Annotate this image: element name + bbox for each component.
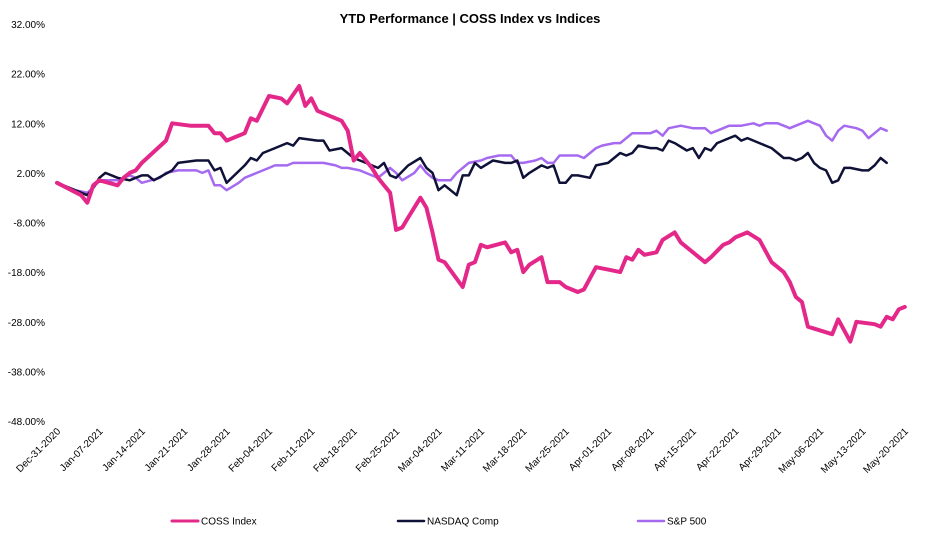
legend-label: NASDAQ Comp [427,517,499,528]
x-tick-label: Jan-21-2021 [143,426,191,474]
x-tick-label: Dec-31-2020 [14,426,63,475]
x-tick-label: Apr-08-2021 [610,426,657,473]
x-tick-label: Feb-18-2021 [312,426,361,475]
legend: COSS Index NASDAQ Comp S&P 500 [170,517,707,528]
x-tick-label: Mar-04-2021 [396,426,445,475]
x-tick-label: Apr-29-2021 [737,426,784,473]
y-tick-label: 12.00% [11,119,45,130]
x-axis: Dec-31-2020Jan-07-2021Jan-14-2021Jan-21-… [14,426,911,476]
y-tick-label: -28.00% [8,318,45,329]
y-tick-label: -38.00% [8,367,45,378]
x-tick-label: Mar-18-2021 [481,426,530,475]
x-tick-label: May-20-2021 [862,426,912,476]
x-tick-label: Mar-25-2021 [524,426,573,475]
x-tick-label: Jan-14-2021 [100,426,148,474]
x-tick-label: Apr-22-2021 [694,426,741,473]
y-tick-label: -48.00% [8,417,45,428]
series-line-s-p-500 [55,119,888,194]
x-tick-label: Apr-01-2021 [567,426,614,473]
x-tick-label: Feb-04-2021 [227,426,276,475]
series-line-coss-index [55,84,907,344]
y-tick-label: -18.00% [8,268,45,279]
y-tick-label: -8.00% [13,219,45,230]
x-tick-label: Jan-07-2021 [58,426,106,474]
legend-label: COSS Index [201,517,257,528]
x-tick-label: Feb-25-2021 [354,426,403,475]
y-tick-label: 22.00% [11,70,45,81]
y-axis: 32.00% 22.00% 12.00% 2.00% -8.00% -18.00% -28.… [8,20,45,428]
series-layer [55,84,907,344]
x-tick-label: Apr-15-2021 [652,426,699,473]
chart-title: YTD Performance | COSS Index vs Indices [340,11,601,26]
y-tick-label: 32.00% [11,20,45,31]
series-line-nasdaq-comp [55,134,888,197]
legend-label: S&P 500 [667,517,707,528]
y-tick-label: 2.00% [17,169,45,180]
